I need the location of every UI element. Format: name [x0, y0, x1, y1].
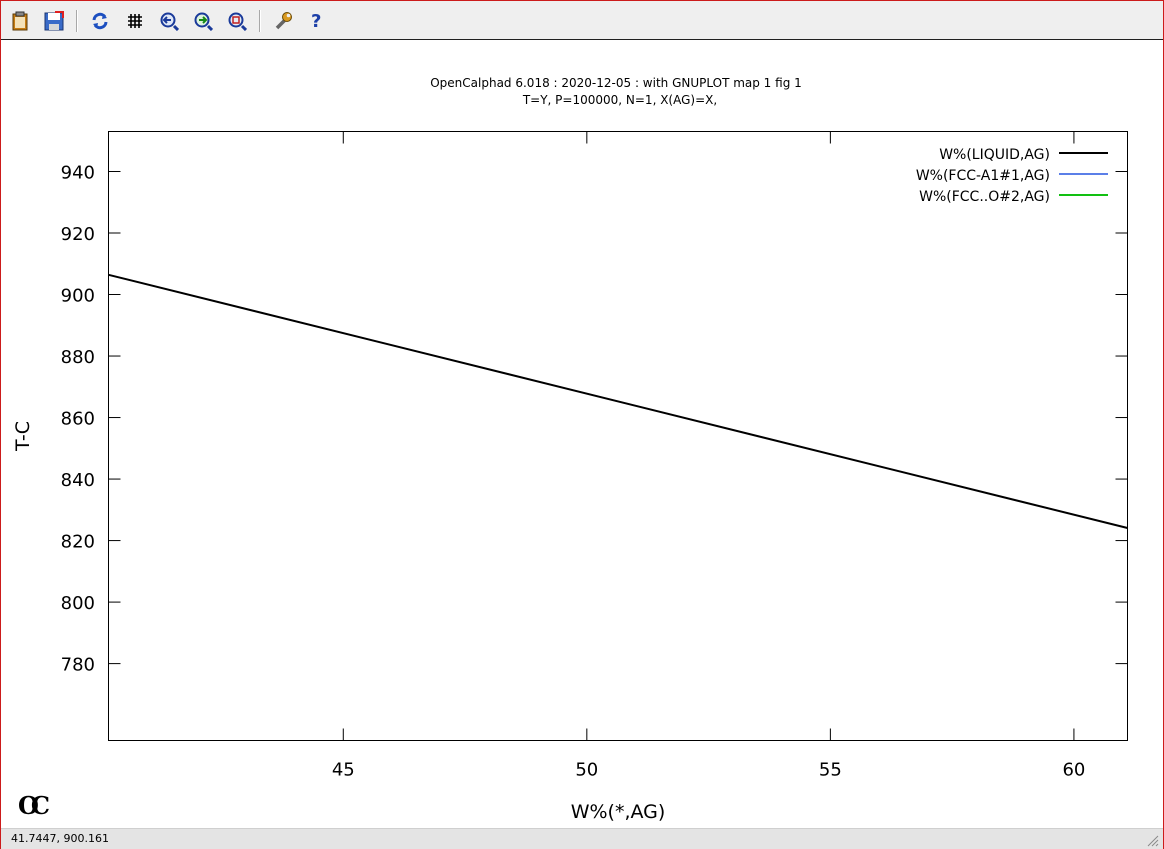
plot-title: OpenCalphad 6.018 : 2020-12-05 : with GN…	[430, 76, 802, 90]
series-lines	[108, 273, 1128, 529]
plot-area: OpenCalphad 6.018 : 2020-12-05 : with GN…	[12, 76, 1128, 823]
status-bar: 41.7447, 900.161	[1, 828, 1163, 849]
y-axis: 780 800 820 840 860 880 900 920 940	[61, 162, 1128, 676]
replot-icon[interactable]	[89, 10, 111, 32]
y-tick-label: 860	[61, 409, 95, 430]
y-tick-label: 900	[61, 286, 95, 307]
autoscale-icon[interactable]	[226, 10, 248, 32]
x-tick-label: 50	[575, 760, 598, 781]
y-tick-label: 940	[61, 162, 95, 183]
y-tick-label: 820	[61, 532, 95, 553]
toolbar-separator	[76, 10, 78, 32]
y-tick-label: 920	[61, 224, 95, 245]
plot-border	[108, 131, 1128, 741]
copy-to-clipboard-icon[interactable]	[9, 10, 31, 32]
legend-label: W%(FCC..O#2,AG)	[919, 189, 1050, 205]
toggle-grid-icon[interactable]	[124, 10, 146, 32]
y-axis-label: T-C	[12, 421, 34, 452]
x-axis: 45 50 55 60	[332, 131, 1085, 781]
x-tick-label: 45	[332, 760, 355, 781]
previous-zoom-icon[interactable]	[158, 10, 180, 32]
export-plot-icon[interactable]	[43, 10, 65, 32]
x-axis-label: W%(*,AG)	[571, 801, 666, 823]
x-tick-label: 55	[819, 760, 842, 781]
resize-grip-icon[interactable]	[1145, 833, 1159, 847]
legend: W%(LIQUID,AG) W%(FCC-A1#1,AG) W%(FCC..O#2,…	[916, 147, 1108, 205]
legend-label: W%(FCC-A1#1,AG)	[916, 168, 1050, 184]
y-tick-label: 880	[61, 347, 95, 368]
svg-text:?: ?	[311, 11, 321, 31]
cursor-coordinates: 41.7447, 900.161	[11, 832, 109, 845]
x-tick-label: 60	[1062, 760, 1085, 781]
y-tick-label: 840	[61, 470, 95, 491]
plot-subtitle: T=Y, P=100000, N=1, X(AG)=X,	[522, 93, 717, 107]
series-line	[108, 273, 1128, 529]
help-icon[interactable]: ?	[306, 10, 328, 32]
y-tick-label: 800	[61, 593, 95, 614]
settings-icon[interactable]	[272, 10, 294, 32]
toolbar-separator	[259, 10, 261, 32]
toolbar: ?	[1, 1, 1163, 40]
y-tick-label: 780	[61, 655, 95, 676]
logo-text: OC	[18, 791, 50, 820]
opencalphad-logo: OC	[18, 791, 50, 820]
next-zoom-icon[interactable]	[192, 10, 214, 32]
legend-label: W%(LIQUID,AG)	[939, 147, 1050, 163]
